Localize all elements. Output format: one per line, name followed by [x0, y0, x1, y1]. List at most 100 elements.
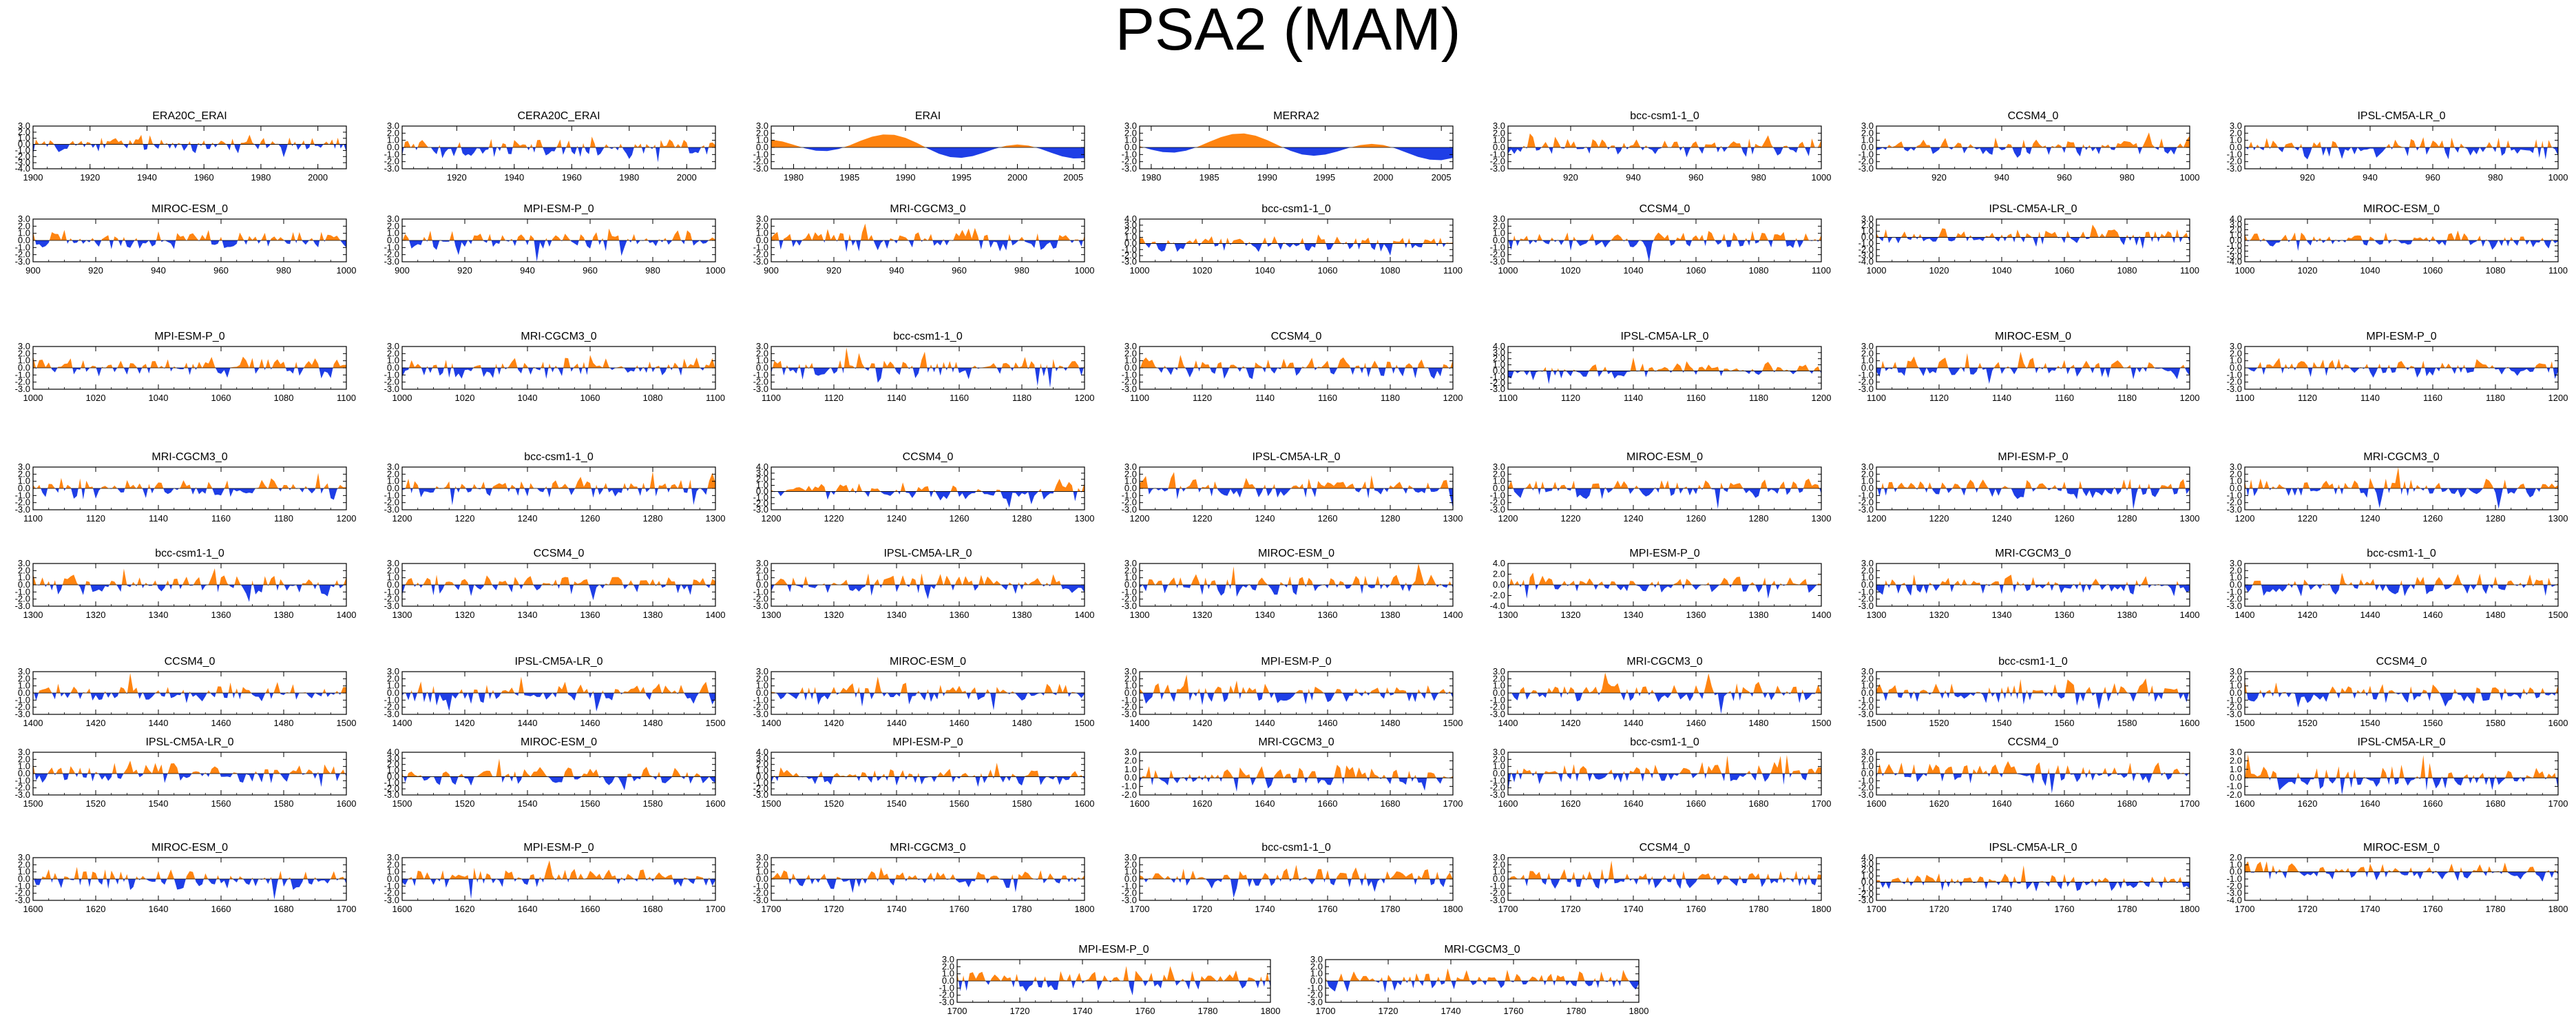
panel-title: IPSL-CM5A-LR_0 [883, 548, 972, 559]
y-tick-label: -1.0 [1122, 369, 1137, 380]
x-tick-label: 1160 [2423, 393, 2442, 403]
x-tick-label: 1800 [1812, 904, 1832, 914]
x-tick-label: 1480 [274, 718, 294, 728]
y-tick-label: 0.0 [1861, 362, 1874, 373]
positive-anomaly-area [405, 575, 715, 585]
negative-anomaly-area [1508, 879, 1817, 889]
timeseries-panel: MERRA2 3.02.01.00.0-1.0-2.0-3.0 1980 1985 19… [1122, 110, 1454, 183]
x-tick-label: 1960 [194, 172, 214, 183]
x-tick-label: 1240 [518, 513, 538, 524]
x-tick-label: 1240 [887, 513, 907, 524]
y-tick-label: 3.0 [18, 462, 30, 472]
panel-title: MRI-CGCM3_0 [890, 842, 965, 854]
y-tick-label: 0.0 [1493, 365, 1505, 375]
x-tick-label: 1100 [337, 393, 356, 403]
negative-anomaly-area [402, 147, 709, 163]
y-tick-label: -2.0 [1490, 497, 1505, 508]
x-tick-label: 1680 [1749, 798, 1769, 809]
positive-anomaly-area [2245, 230, 2553, 240]
x-tick-label: 1200 [392, 513, 412, 524]
positive-anomaly-area [1522, 133, 1821, 147]
x-tick-label: 1780 [1381, 904, 1401, 914]
timeseries-panel: IPSL-CM5A-LR_0 4.03.02.01.00.0-1.0-2.0-3.… [1858, 842, 2200, 914]
y-tick-label: -3.0 [753, 895, 768, 905]
negative-anomaly-area [2250, 871, 2558, 882]
x-tick-label: 1180 [2117, 393, 2137, 403]
x-tick-label: 1760 [2423, 904, 2443, 914]
panel-title: bcc-csm1-1_0 [2367, 548, 2436, 559]
x-tick-label: 1600 [2235, 798, 2255, 809]
y-tick-label: 2.0 [1493, 468, 1505, 479]
x-tick-label: 1120 [1561, 393, 1580, 403]
y-tick-label: -3.0 [2227, 709, 2242, 719]
y-tick-label: -3.0 [1308, 997, 1323, 1007]
negative-anomaly-area [1508, 240, 1819, 262]
y-tick-label: -1.0 [1122, 781, 1137, 792]
panel-title: MPI-ESM-P_0 [523, 842, 594, 854]
y-tick-label: 0.0 [942, 975, 954, 986]
y-tick-label: 3.0 [1861, 121, 1874, 131]
y-tick-label: -1.0 [384, 777, 399, 787]
x-tick-label: 1680 [1381, 798, 1401, 809]
positive-anomaly-area [33, 356, 346, 368]
x-tick-label: 1780 [2117, 904, 2137, 914]
y-tick-label: 3.0 [1861, 747, 1874, 757]
x-tick-label: 1300 [1130, 610, 1150, 620]
x-tick-label: 1480 [1012, 718, 1032, 728]
panel-title: MPI-ESM-P_0 [1629, 548, 1699, 559]
x-tick-label: 1460 [580, 718, 600, 728]
x-tick-label: 1160 [1686, 393, 1706, 403]
y-tick-label: 2.0 [1310, 961, 1323, 971]
y-tick-label: 0.0 [1124, 873, 1137, 884]
y-tick-label: -3.0 [15, 709, 30, 719]
y-tick-label: 3.0 [756, 753, 768, 763]
x-tick-label: 1080 [2486, 265, 2506, 276]
panel-title: CCSM4_0 [165, 656, 216, 668]
positive-anomaly-area [1876, 225, 2188, 238]
x-tick-label: 1580 [643, 798, 663, 809]
y-tick-label: -3.0 [1858, 709, 1874, 719]
y-tick-label: -3.0 [15, 895, 30, 905]
x-tick-label: 1700 [2180, 798, 2200, 809]
x-tick-label: 1700 [1498, 904, 1518, 914]
panel-title: MPI-ESM-P_0 [2366, 331, 2436, 342]
panel-title: CCSM4_0 [1640, 203, 1690, 215]
y-tick-label: 3.0 [1124, 558, 1137, 568]
negative-anomaly-area [1878, 237, 2190, 249]
timeseries-panel: bcc-csm1-1_04.03.02.01.00.0-1.0-2.0-3.01… [1122, 203, 1463, 276]
y-tick-label: 3.0 [2230, 121, 2242, 131]
x-tick-label: 1000 [1812, 172, 1832, 183]
x-tick-label: 1600 [706, 798, 726, 809]
negative-anomaly-area [1140, 368, 1451, 380]
x-tick-label: 1140 [887, 393, 906, 403]
panel-title: MERRA2 [1273, 110, 1319, 122]
x-tick-label: 1300 [1443, 513, 1463, 524]
x-tick-label: 1000 [1130, 265, 1150, 276]
positive-anomaly-area [1508, 230, 1821, 240]
x-tick-label: 1720 [1193, 904, 1213, 914]
y-tick-label: 2.0 [18, 220, 30, 231]
x-tick-label: 1120 [1193, 393, 1212, 403]
x-tick-label: 1400 [2180, 610, 2200, 620]
positive-anomaly-area [33, 761, 345, 774]
y-tick-label: -3.0 [1490, 895, 1505, 905]
panel-title: MPI-ESM-P_0 [1078, 944, 1149, 955]
y-tick-label: 0.0 [756, 142, 768, 152]
y-tick-label: -3.0 [1122, 163, 1137, 174]
x-tick-label: 1500 [392, 798, 412, 809]
x-tick-label: 1100 [762, 393, 781, 403]
y-tick-label: 0.0 [756, 687, 768, 698]
positive-anomaly-area [773, 347, 1085, 368]
positive-anomaly-area [33, 867, 344, 879]
y-tick-label: 3.0 [1493, 747, 1505, 757]
x-tick-label: 1700 [706, 904, 726, 914]
panel-title: CERA20C_ERAI [517, 110, 600, 122]
x-tick-label: 1040 [518, 393, 538, 403]
positive-anomaly-area [2245, 861, 2557, 872]
